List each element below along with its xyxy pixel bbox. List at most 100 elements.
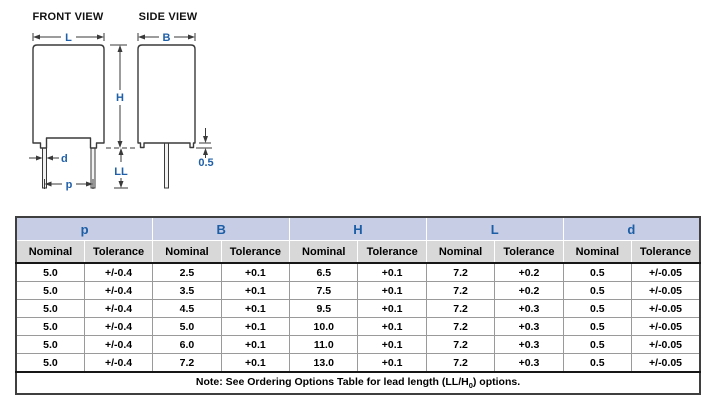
table-cell: +0.1	[357, 335, 427, 354]
table-cell: +/-0.4	[83, 317, 154, 336]
group-header-p: p	[15, 216, 154, 241]
table-cell: +/-0.05	[631, 317, 701, 336]
note-subscript: 0	[468, 381, 473, 391]
table-cell: 3.5	[152, 281, 222, 300]
table-row: 5.0 +/-0.4 5.0 +0.1 10.0 +0.1 7.2 +0.3 0…	[15, 317, 701, 336]
table-cell: +/-0.4	[83, 299, 154, 318]
table-cell: +0.1	[357, 299, 427, 318]
dim-L: L	[32, 32, 105, 44]
table-cell: 11.0	[289, 335, 359, 354]
table-cell: 0.5	[562, 262, 633, 282]
table-cell: +/-0.05	[631, 335, 701, 354]
table-cell: 7.5	[289, 281, 359, 300]
table-cell: +/-0.05	[631, 299, 701, 318]
table-cell: +/-0.4	[83, 281, 154, 300]
dimension-drawing-svg: FRONT VIEW SIDE VIEW L	[29, 11, 214, 191]
group-header-L: L	[425, 216, 564, 241]
table-cell: 0.5	[562, 335, 633, 354]
dim-LL-label: LL	[114, 166, 128, 178]
front-body-outline	[32, 44, 105, 149]
table-cell: +/-0.4	[83, 353, 154, 373]
dim-H: H	[106, 44, 136, 149]
table-cell: 5.0	[152, 317, 222, 336]
sub-header: Tolerance	[83, 240, 154, 264]
sub-header: Nominal	[425, 240, 496, 264]
table-cell: +0.1	[357, 262, 427, 282]
table-cell: +0.1	[220, 353, 291, 373]
table-cell: 7.2	[152, 353, 222, 373]
dim-L-label: L	[65, 32, 72, 44]
table-cell: 0.5	[562, 299, 633, 318]
table-cell: 5.0	[15, 281, 85, 300]
table-cell: 7.2	[425, 299, 496, 318]
table-cell: 0.5	[562, 317, 633, 336]
table-cell: +/-0.4	[83, 335, 154, 354]
sub-header-row: Nominal Tolerance Nominal Tolerance Nomi…	[15, 240, 701, 264]
group-header-row: p B H L d	[15, 216, 701, 241]
table-cell: 0.5	[562, 281, 633, 300]
dim-B-label: B	[163, 32, 171, 44]
table-cell: 7.2	[425, 335, 496, 354]
sub-header: Tolerance	[631, 240, 701, 264]
dimensions-table: p B H L d Nominal Tolerance Nominal Tole…	[15, 216, 701, 395]
dim-foot-height-label: 0.5	[198, 157, 213, 169]
table-cell: 6.5	[289, 262, 359, 282]
dim-p: p	[44, 179, 94, 191]
note-text-suffix: ) options.	[472, 375, 521, 388]
table-cell: 7.2	[425, 262, 496, 282]
sub-header: Tolerance	[494, 240, 564, 264]
table-cell: 5.0	[15, 299, 85, 318]
table-cell: +/-0.4	[83, 262, 154, 282]
table-cell: +0.3	[494, 335, 564, 354]
table-cell: 5.0	[15, 335, 85, 354]
note-text-prefix: Note: See Ordering Options Table for lea…	[195, 375, 469, 388]
dim-d-label: d	[61, 153, 68, 165]
table-cell: 7.2	[425, 353, 496, 373]
side-view-title: SIDE VIEW	[139, 11, 198, 23]
sub-header: Nominal	[562, 240, 633, 264]
table-cell: +/-0.05	[631, 262, 701, 282]
side-lead	[164, 142, 169, 189]
side-body-outline	[137, 44, 196, 149]
table-cell: +/-0.05	[631, 353, 701, 373]
dim-p-label: p	[66, 179, 73, 191]
group-header-H: H	[289, 216, 427, 241]
sub-header: Tolerance	[220, 240, 291, 264]
front-view-title: FRONT VIEW	[32, 11, 103, 23]
table-row: 5.0 +/-0.4 2.5 +0.1 6.5 +0.1 7.2 +0.2 0.…	[15, 262, 701, 282]
table-cell: 7.2	[425, 317, 496, 336]
table-cell: 5.0	[15, 262, 85, 282]
table-cell: +0.2	[494, 262, 564, 282]
table-cell: 2.5	[152, 262, 222, 282]
table-cell: +0.1	[220, 299, 291, 318]
table-cell: 6.0	[152, 335, 222, 354]
dimension-drawing: FRONT VIEW SIDE VIEW L	[0, 0, 235, 200]
table-cell: +0.2	[494, 281, 564, 300]
table-cell: 5.0	[15, 353, 85, 373]
table-cell: +0.1	[220, 262, 291, 282]
table-cell: +0.1	[357, 317, 427, 336]
table-cell: 9.5	[289, 299, 359, 318]
group-header-d: d	[562, 216, 701, 241]
dim-LL: LL	[114, 148, 128, 189]
table-cell: 4.5	[152, 299, 222, 318]
table-cell: 5.0	[15, 317, 85, 336]
table-row: 5.0 +/-0.4 7.2 +0.1 13.0 +0.1 7.2 +0.3 0…	[15, 353, 701, 373]
sub-header: Nominal	[15, 240, 85, 264]
table-row: 5.0 +/-0.4 3.5 +0.1 7.5 +0.1 7.2 +0.2 0.…	[15, 281, 701, 300]
group-header-B: B	[152, 216, 291, 241]
side-view: B 0.5	[137, 32, 214, 189]
table-cell: +0.3	[494, 299, 564, 318]
table-cell: +0.1	[357, 281, 427, 300]
table-cell: 7.2	[425, 281, 496, 300]
table-row: 5.0 +/-0.4 6.0 +0.1 11.0 +0.1 7.2 +0.3 0…	[15, 335, 701, 354]
table-cell: +0.3	[494, 353, 564, 373]
table-cell: +0.1	[220, 335, 291, 354]
table-cell: +0.1	[357, 353, 427, 373]
table-row: 5.0 +/-0.4 4.5 +0.1 9.5 +0.1 7.2 +0.3 0.…	[15, 299, 701, 318]
dim-H-label: H	[116, 92, 124, 104]
table-cell: 0.5	[562, 353, 633, 373]
table-cell: +0.1	[220, 317, 291, 336]
sub-header: Tolerance	[357, 240, 427, 264]
